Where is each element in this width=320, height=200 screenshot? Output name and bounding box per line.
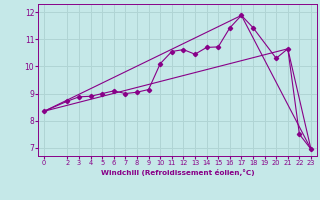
X-axis label: Windchill (Refroidissement éolien,°C): Windchill (Refroidissement éolien,°C) [101,169,254,176]
